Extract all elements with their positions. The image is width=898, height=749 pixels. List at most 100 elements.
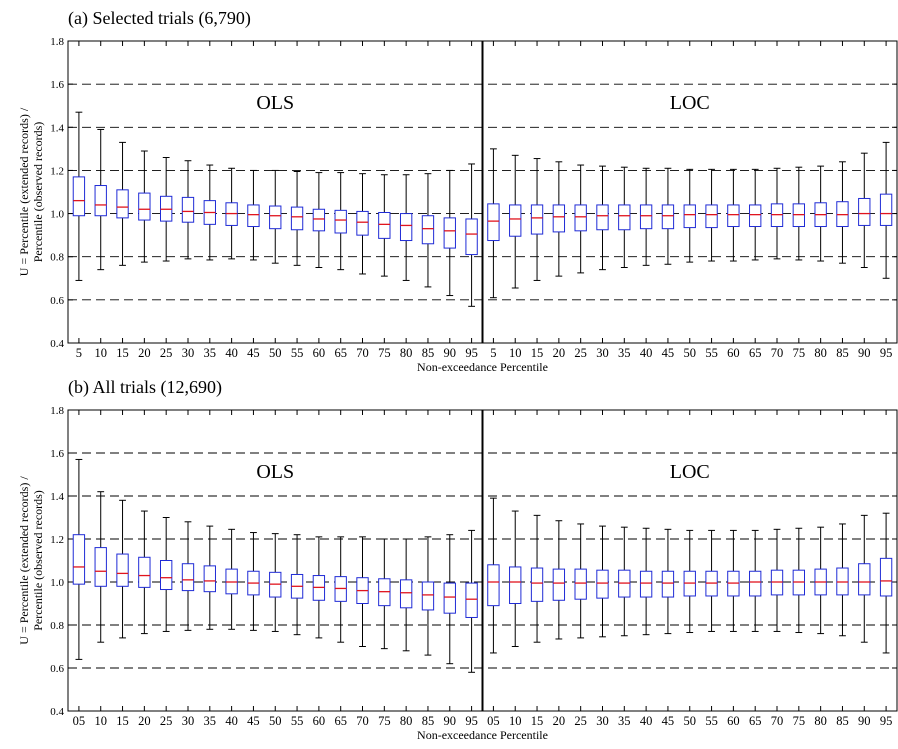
box (421, 581, 435, 611)
box (618, 204, 631, 231)
box (661, 570, 675, 598)
box (683, 204, 696, 229)
box (530, 204, 544, 235)
x-tick-label: 35 (204, 346, 217, 360)
y-tick-label: 1.8 (50, 405, 64, 417)
x-tick-label: 35 (618, 714, 631, 728)
x-tick-label: 80 (400, 346, 413, 360)
box (356, 210, 369, 236)
box (487, 203, 500, 242)
x-tick-label: 55 (291, 346, 304, 360)
box (159, 560, 173, 591)
box (574, 568, 587, 600)
panel-b: 0.4 0.6 0.8 1.0 1.2 1.4 1.6 1.8 OLS 05 10 15 20 25 30 3… (17, 377, 898, 742)
y-tick-label: 1.0 (50, 577, 64, 589)
x-tick-label: 75 (378, 346, 391, 360)
x-tick-label: 40 (640, 346, 653, 360)
box (72, 176, 86, 217)
box (443, 582, 456, 614)
x-tick-label: 20 (138, 714, 151, 728)
box (116, 553, 129, 587)
box (94, 547, 107, 587)
y-tick-label: 0.6 (50, 295, 64, 307)
x-tick-label: 80 (814, 346, 827, 360)
box (596, 204, 609, 231)
x-axis-title: Non-exceedance Percentile (417, 360, 548, 374)
group-label: OLS (256, 92, 294, 114)
x-tick-label: 80 (400, 714, 413, 728)
x-tick-label: 40 (640, 714, 653, 728)
y-tick-label: 1.6 (50, 79, 64, 91)
x-tick-label: 85 (422, 714, 435, 728)
box (94, 185, 107, 217)
x-tick-label: 50 (684, 346, 697, 360)
x-tick-label: 25 (160, 346, 173, 360)
x-tick-label: 30 (596, 346, 609, 360)
x-tick-label: 95 (465, 714, 478, 728)
x-tick-label: 75 (793, 346, 806, 360)
x-tick-label: 55 (705, 346, 718, 360)
x-tick-label: 5 (490, 346, 496, 360)
y-tick-label: 1.6 (50, 448, 64, 460)
x-tick-label: 60 (727, 714, 740, 728)
x-tick-label: 70 (771, 346, 784, 360)
x-tick-label: 50 (684, 714, 697, 728)
box (247, 204, 260, 228)
box (530, 567, 544, 602)
y-tick-label: 1.8 (50, 36, 64, 48)
group-label: LOC (670, 461, 710, 483)
box (399, 579, 413, 609)
y-tick-label: 1.2 (50, 165, 64, 177)
x-tick-label: 50 (269, 346, 282, 360)
box (138, 556, 151, 588)
x-tick-label: 65 (334, 714, 347, 728)
x-tick-label: 25 (574, 714, 587, 728)
x-tick-label: 5 (76, 346, 82, 360)
x-tick-label: 60 (313, 346, 326, 360)
box (290, 206, 304, 231)
box (661, 204, 675, 230)
x-tick-label: 50 (269, 714, 282, 728)
x-tick-label: 75 (378, 714, 391, 728)
x-tick-label: 10 (94, 714, 107, 728)
x-tick-label: 40 (225, 714, 238, 728)
y-tick-label: 1.4 (50, 491, 64, 503)
x-tick-label: 45 (662, 714, 675, 728)
y-axis-title-line2: Percentile (observed records) (31, 122, 45, 263)
x-tick-label: 20 (138, 346, 151, 360)
x-tick-label: 45 (662, 346, 675, 360)
x-tick-label: 10 (509, 714, 522, 728)
x-tick-label: 15 (531, 714, 544, 728)
box (596, 569, 609, 599)
x-tick-label: 35 (618, 346, 631, 360)
x-tick-label: 25 (160, 714, 173, 728)
x-tick-label: 90 (858, 346, 871, 360)
box (879, 193, 893, 226)
x-tick-label: 20 (553, 714, 566, 728)
box (269, 205, 282, 230)
y-tick-label: 0.4 (50, 338, 64, 350)
box (727, 204, 740, 228)
x-tick-label: 55 (291, 714, 304, 728)
x-tick-label: 65 (749, 714, 762, 728)
x-tick-label: 95 (465, 346, 478, 360)
x-tick-label: 35 (204, 714, 217, 728)
x-tick-label: 45 (247, 714, 260, 728)
x-tick-label: 90 (444, 714, 457, 728)
x-tick-label: 70 (771, 714, 784, 728)
box (312, 208, 326, 232)
box (879, 557, 893, 597)
x-tick-label: 15 (116, 714, 129, 728)
box (509, 204, 522, 237)
box (421, 215, 435, 245)
x-tick-label: 30 (182, 346, 195, 360)
x-tick-label: 90 (858, 714, 871, 728)
x-tick-label: 05 (487, 714, 500, 728)
x-axis-title: Non-exceedance Percentile (417, 728, 548, 742)
x-tick-label: 85 (836, 714, 849, 728)
box (465, 582, 478, 618)
box (574, 204, 587, 232)
y-tick-label: 1.0 (50, 209, 64, 221)
y-tick-label: 0.4 (50, 706, 64, 718)
